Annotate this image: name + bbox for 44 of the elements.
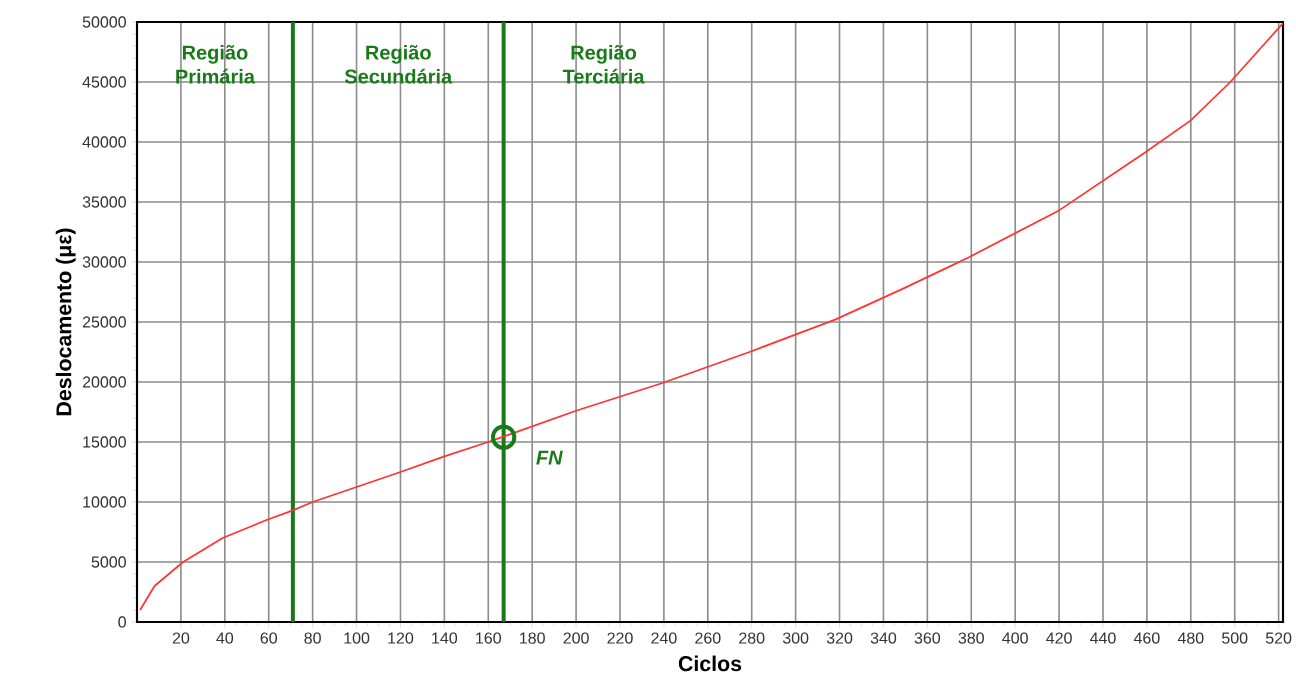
x-tick-label: 340	[870, 632, 897, 644]
y-tick-label: 45000	[82, 76, 126, 88]
x-tick-label: 420	[1046, 632, 1072, 644]
y-tick-label: 35000	[82, 196, 126, 208]
annotation: Região Primária	[176, 44, 256, 84]
x-tick-label: 80	[304, 632, 321, 644]
y-tick-label: 30000	[82, 256, 126, 268]
x-tick-label: 460	[1133, 632, 1160, 644]
y-tick-label: 10000	[83, 496, 126, 508]
x-tick-label: 100	[344, 632, 370, 644]
x-tick-label: 480	[1177, 632, 1204, 644]
y-tick-label: 0	[118, 616, 126, 628]
y-tick-label: 40000	[82, 136, 126, 148]
x-tick-label: 200	[563, 632, 589, 644]
annotation: FN	[536, 450, 563, 465]
x-tick-label: 180	[520, 632, 545, 644]
x-tick-label: 20	[172, 632, 190, 644]
x-tick-label: 300	[782, 632, 809, 644]
x-tick-label: 380	[958, 632, 984, 644]
x-tick-label: 120	[388, 632, 414, 644]
x-tick-label: 60	[260, 632, 278, 644]
y-tick-label: 50000	[82, 16, 126, 28]
x-tick-label: 140	[432, 632, 458, 644]
x-tick-label: 220	[607, 632, 633, 644]
x-tick-label: 40	[216, 632, 234, 644]
x-tick-label: 280	[739, 632, 765, 644]
x-tick-label: 440	[1090, 632, 1116, 644]
x-axis-title: Ciclos	[678, 655, 742, 672]
x-tick-label: 500	[1222, 632, 1248, 644]
x-tick-label: 240	[651, 632, 677, 644]
x-tick-label: 360	[914, 632, 941, 644]
y-axis-title: Deslocamento (με)	[55, 228, 76, 416]
y-tick-label: 15000	[83, 436, 126, 448]
y-tick-label: 25000	[82, 316, 126, 328]
x-tick-label: 520	[1265, 632, 1292, 644]
y-tick-label: 20000	[82, 376, 126, 388]
x-tick-label: 400	[1002, 632, 1028, 644]
annotation: Região Secundária	[344, 44, 453, 84]
x-tick-label: 260	[695, 632, 721, 644]
y-tick-label: 5000	[91, 556, 126, 568]
x-tick-label: 320	[826, 632, 853, 644]
annotation: Região Terciária	[562, 44, 645, 84]
x-tick-label: 160	[476, 632, 501, 644]
line-series	[139, 22, 1284, 611]
